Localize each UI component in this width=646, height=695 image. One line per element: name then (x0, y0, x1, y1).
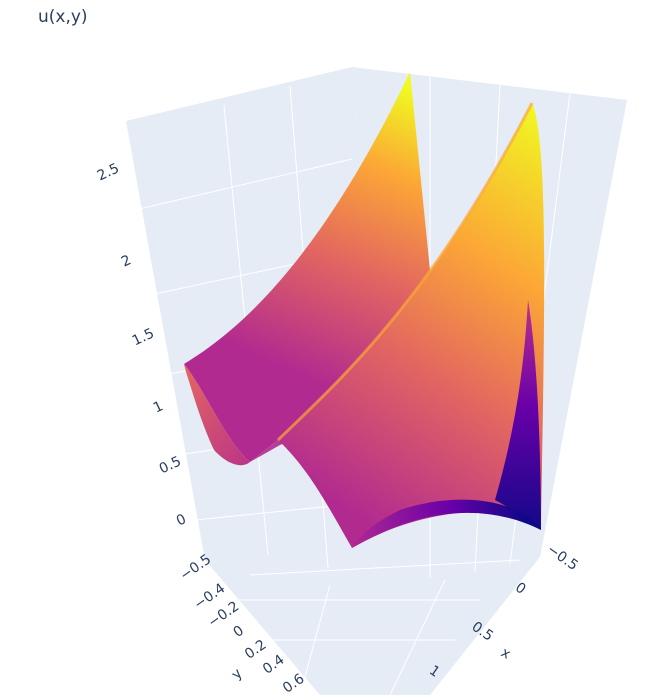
z-tick-label: 2.5 (95, 160, 122, 184)
z-tick-label: 2 (119, 252, 134, 270)
z-tick-label: 0.5 (157, 453, 184, 477)
chart-title: u(x,y) (38, 7, 88, 27)
y-tick-label: 0.4 (260, 652, 287, 678)
y-tick-label: 0.2 (242, 637, 269, 663)
x-tick-label: −0.5 (544, 541, 581, 574)
ridge-front-right (278, 103, 545, 548)
x-axis-title: x (498, 645, 513, 663)
ridge-left-edge (184, 364, 250, 466)
ridge-right-side (495, 300, 541, 530)
z-tick-label: 1 (151, 398, 166, 416)
surface-bottom-edge (352, 499, 541, 548)
y-tick-label: 0 (230, 623, 246, 641)
z-tick-label: 1.5 (130, 325, 157, 349)
floor-plane (205, 557, 540, 695)
ridge-crest-right (276, 102, 534, 442)
surface-mesh[interactable] (184, 72, 545, 548)
z-tick-label: 0 (174, 511, 189, 529)
scene-3d[interactable] (126, 67, 627, 695)
y-axis-title: y (229, 666, 246, 683)
ridge-front-left (184, 72, 432, 462)
